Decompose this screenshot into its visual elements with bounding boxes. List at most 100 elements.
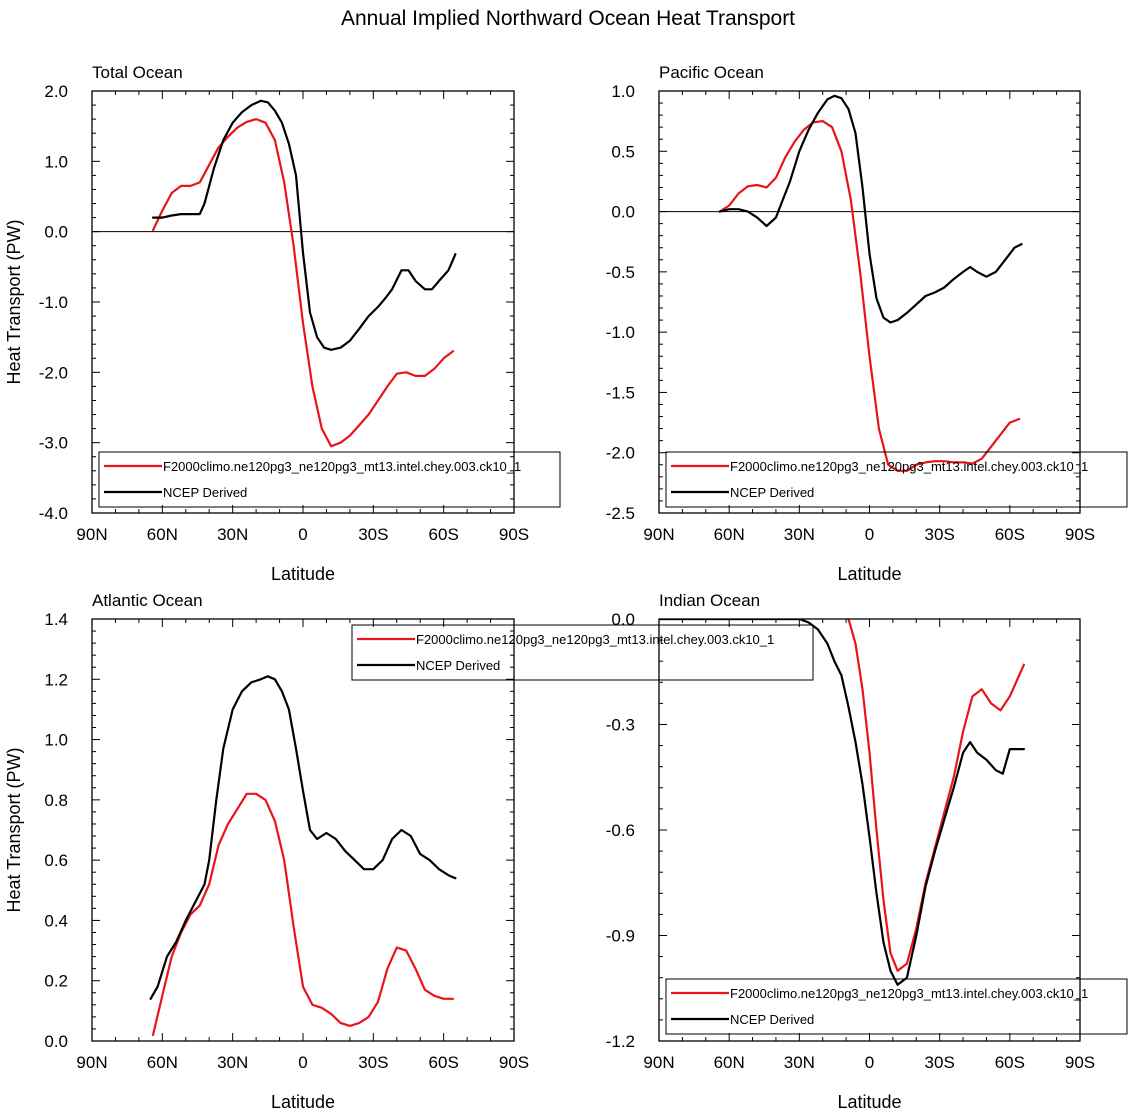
- y-tick-label: 1.2: [44, 670, 68, 689]
- x-tick-label: 90S: [1065, 1053, 1095, 1072]
- y-tick-label: -0.9: [606, 927, 635, 946]
- figure-title: Annual Implied Northward Ocean Heat Tran…: [341, 7, 795, 30]
- x-axis-label: Latitude: [271, 564, 335, 584]
- panel-title: Atlantic Ocean: [92, 591, 203, 610]
- x-tick-label: 30N: [217, 525, 248, 544]
- x-tick-label: 60S: [429, 525, 459, 544]
- x-tick-label: 90N: [76, 1053, 107, 1072]
- panel-indian: Indian Ocean 90N 60N 30N 0 30S 60S 90S -1.2 -0.9 -…: [606, 591, 1128, 1112]
- y-tick-label: -3.0: [39, 434, 68, 453]
- x-tick-label: 30N: [784, 525, 815, 544]
- x-tick-label: 60N: [147, 525, 178, 544]
- panel-title: Pacific Ocean: [659, 63, 764, 82]
- y-tick-label: -2.0: [39, 363, 68, 382]
- legend-label: F2000climo.ne120pg3_ne120pg3_mt13.intel.…: [730, 986, 1088, 1001]
- x-tick-label: 60S: [995, 1053, 1025, 1072]
- y-tick-label: 1.4: [44, 610, 68, 629]
- legend: F2000climo.ne120pg3_ne120pg3_mt13.intel.…: [98, 451, 561, 508]
- legend-label: F2000climo.ne120pg3_ne120pg3_mt13.intel.…: [730, 459, 1088, 474]
- x-tick-label: 30N: [784, 1053, 815, 1072]
- x-tick-label: 90S: [499, 1053, 529, 1072]
- panel-atlantic: Atlantic Ocean 90N 60N 30N 0 30S 60S 90S 0.0 0.2 0…: [4, 591, 814, 1112]
- x-tick-label: 90N: [643, 525, 674, 544]
- series-line-model: [151, 117, 455, 448]
- y-tick-label: 1.0: [44, 152, 68, 171]
- legend-label: NCEP Derived: [416, 658, 500, 673]
- y-tick-label: 0.2: [44, 972, 68, 991]
- legend: F2000climo.ne120pg3_ne120pg3_mt13.intel.…: [351, 624, 814, 681]
- series-line-model: [659, 619, 1026, 972]
- x-tick-label: 90N: [76, 525, 107, 544]
- legend-label: NCEP Derived: [730, 485, 814, 500]
- y-tick-label: -1.2: [606, 1032, 635, 1051]
- x-tick-label: 60N: [714, 525, 745, 544]
- y-axis-label: Heat Transport (PW): [4, 219, 24, 384]
- x-axis-label: Latitude: [837, 1092, 901, 1112]
- x-tick-label: 0: [865, 1053, 874, 1072]
- x-tick-label: 60S: [995, 525, 1025, 544]
- legend-label: F2000climo.ne120pg3_ne120pg3_mt13.intel.…: [163, 459, 521, 474]
- y-tick-label: 0.6: [44, 851, 68, 870]
- legend-box: [665, 978, 1128, 1035]
- x-tick-label: 30N: [217, 1053, 248, 1072]
- x-axis-label: Latitude: [837, 564, 901, 584]
- legend: F2000climo.ne120pg3_ne120pg3_mt13.intel.…: [665, 451, 1128, 508]
- series-line-model: [151, 792, 455, 1037]
- panel-title: Indian Ocean: [659, 591, 760, 610]
- x-tick-label: 30S: [925, 1053, 955, 1072]
- y-tick-label: 0.8: [44, 791, 68, 810]
- y-tick-label: 0.0: [44, 1032, 68, 1051]
- y-tick-label: 1.0: [44, 731, 68, 750]
- y-tick-label: 0.0: [611, 610, 635, 629]
- x-tick-label: 0: [298, 1053, 307, 1072]
- y-tick-label: 0.0: [611, 203, 635, 222]
- plot-frame: [91, 618, 515, 1042]
- x-tick-label: 90S: [499, 525, 529, 544]
- legend-box: [351, 624, 814, 681]
- y-tick-label: 2.0: [44, 82, 68, 101]
- y-tick-label: 1.0: [611, 82, 635, 101]
- legend-label: F2000climo.ne120pg3_ne120pg3_mt13.intel.…: [416, 632, 774, 647]
- y-tick-label: -0.5: [606, 263, 635, 282]
- x-tick-label: 60N: [147, 1053, 178, 1072]
- x-tick-label: 0: [298, 525, 307, 544]
- series-line-ncep: [718, 94, 1023, 324]
- y-tick-label: 0.4: [44, 911, 68, 930]
- series-line-ncep: [659, 619, 1026, 986]
- y-axis-label: Heat Transport (PW): [4, 747, 24, 912]
- plot-frame: [658, 90, 1081, 514]
- plot-frame: [658, 618, 1081, 1042]
- panel-title: Total Ocean: [92, 63, 183, 82]
- legend-label: NCEP Derived: [163, 485, 247, 500]
- y-tick-label: -1.0: [39, 293, 68, 312]
- legend-box: [665, 451, 1128, 508]
- y-tick-label: -4.0: [39, 504, 68, 523]
- legend-box: [98, 451, 561, 508]
- legend-label: NCEP Derived: [730, 1012, 814, 1027]
- y-tick-label: 0.0: [44, 223, 68, 242]
- y-tick-label: -1.5: [606, 383, 635, 402]
- x-tick-label: 30S: [358, 1053, 388, 1072]
- x-tick-label: 60N: [714, 1053, 745, 1072]
- y-tick-label: -2.5: [606, 504, 635, 523]
- y-tick-label: 0.5: [611, 142, 635, 161]
- x-tick-label: 60S: [429, 1053, 459, 1072]
- y-tick-label: -2.0: [606, 444, 635, 463]
- series-line-ncep: [149, 675, 457, 1000]
- y-tick-label: -1.0: [606, 323, 635, 342]
- x-tick-label: 30S: [925, 525, 955, 544]
- x-tick-label: 0: [865, 525, 874, 544]
- plot-frame: [91, 90, 515, 514]
- series-line-model: [718, 119, 1021, 472]
- y-tick-label: -0.3: [606, 716, 635, 735]
- panel-total: Total Ocean 90N 60N 30N 0 30S 60S 90S -4.0 -3.0 -2…: [4, 63, 561, 584]
- series-line-ncep: [151, 99, 457, 351]
- y-tick-label: -0.6: [606, 821, 635, 840]
- x-tick-label: 30S: [358, 525, 388, 544]
- panel-pacific: Pacific Ocean 90N 60N 30N 0 30S 60S 90S -2.5 -2.0…: [606, 63, 1128, 584]
- x-axis-label: Latitude: [271, 1092, 335, 1112]
- x-tick-label: 90N: [643, 1053, 674, 1072]
- legend: F2000climo.ne120pg3_ne120pg3_mt13.intel.…: [665, 978, 1128, 1035]
- x-tick-label: 90S: [1065, 525, 1095, 544]
